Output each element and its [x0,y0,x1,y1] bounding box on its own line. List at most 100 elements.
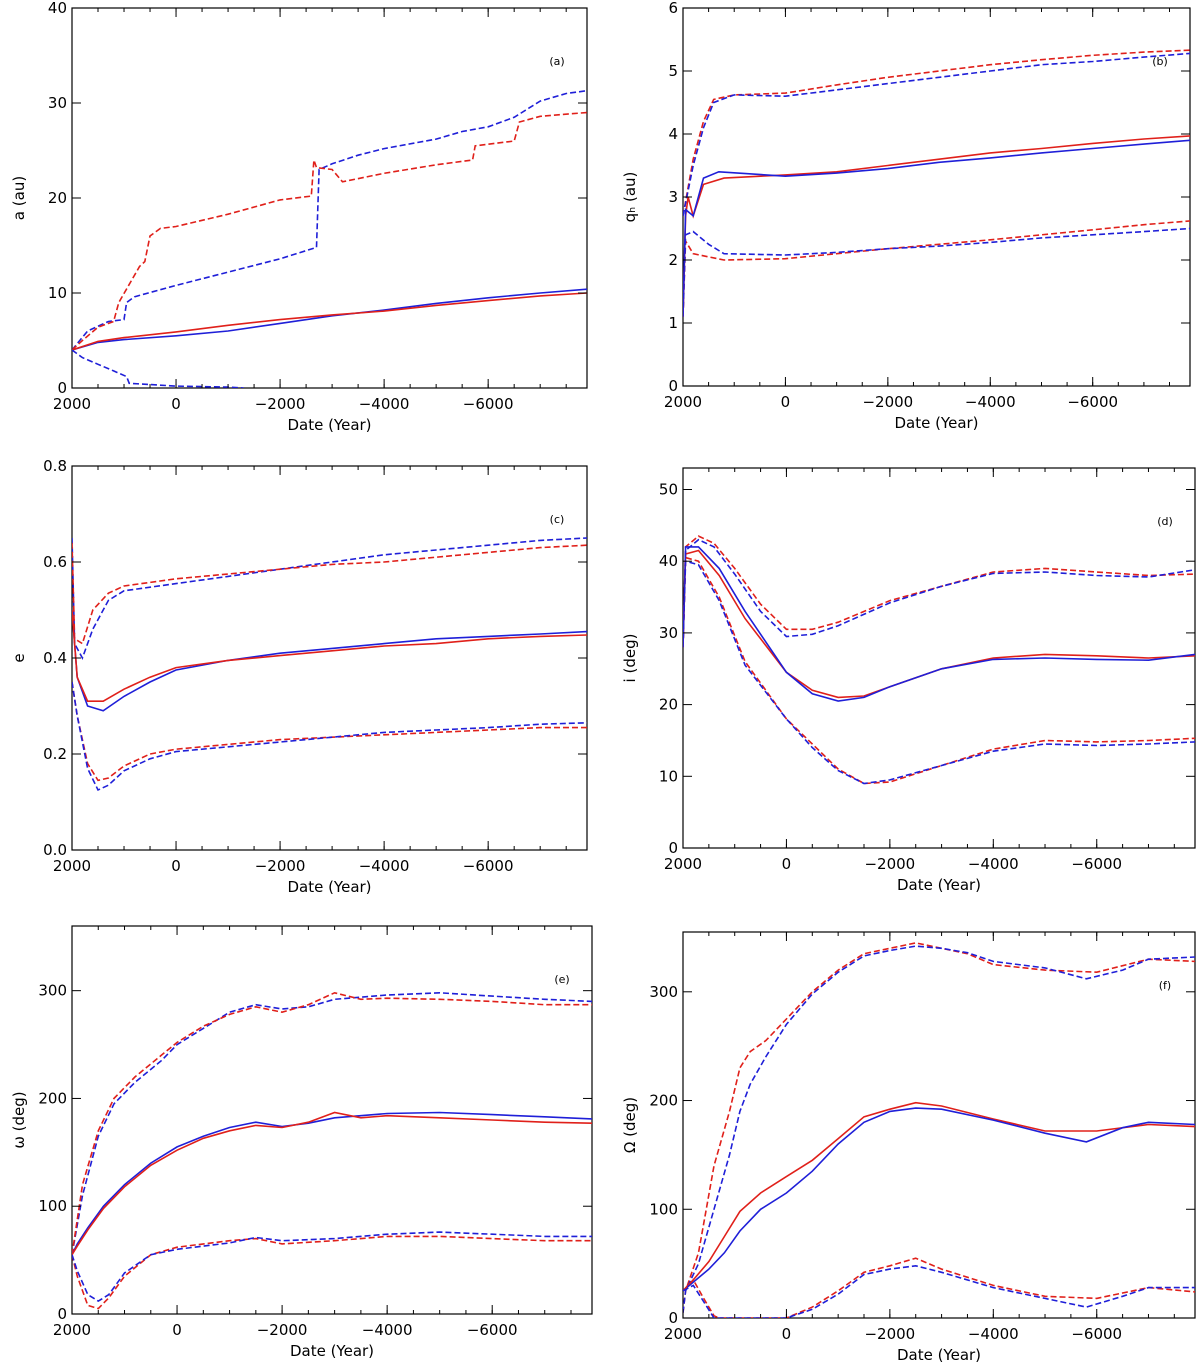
x-tick-label: −6000 [463,395,514,413]
panel-label: (e) [554,973,569,986]
y-tick-label: 40 [48,0,67,17]
y-axis-label: qₕ (au) [621,172,639,223]
y-tick-label: 0 [668,377,678,395]
panel-label: (f) [1159,979,1171,992]
series-line-red-lower-dashed [683,556,1195,785]
x-tick-label: 2000 [53,857,91,875]
series-line-blue-nominal-solid [72,1111,592,1256]
series-line-red-upper-dashed [683,942,1195,1313]
series-line-blue-upper-dashed [683,52,1190,217]
series-line-blue-lower-dashed [683,560,1195,785]
y-tick-label: 1 [668,314,678,332]
x-tick-label: −6000 [1067,393,1118,411]
plot-frame [71,925,593,1315]
x-tick-label: −4000 [965,393,1016,411]
x-tick-label: −2000 [255,395,306,413]
x-tick-label: −2000 [255,857,306,875]
series-line-red-lower-dashed [683,220,1190,317]
x-tick-label: −6000 [1071,1325,1122,1343]
x-tick-label: 0 [172,1321,182,1339]
series-line-blue-lower-dashed [683,227,1190,317]
y-tick-label: 0 [57,379,67,397]
y-tick-label: 100 [649,1200,678,1218]
series-line-red-upper-dashed [72,542,587,645]
y-tick-label: 5 [668,62,678,80]
series-line-red-upper-dashed [683,535,1195,648]
series-line-red-upper-dashed [72,991,592,1255]
x-tick-label: −4000 [359,395,410,413]
panel-label: (b) [1152,55,1168,68]
x-axis-label: Date (Year) [897,1346,981,1364]
series-line-red-upper-dashed [683,49,1190,217]
series-line-blue-lower-dashed [72,681,587,792]
x-tick-label: −4000 [968,855,1019,873]
y-tick-label: 0 [57,1305,67,1323]
x-axis-label: Date (Year) [897,876,981,894]
plot-frame [682,467,1196,849]
series-line-blue-nominal-solid [683,139,1190,317]
panel-label: (c) [550,513,565,526]
y-tick-label: 10 [48,284,67,302]
x-tick-label: 0 [171,395,181,413]
x-tick-label: −2000 [862,393,913,411]
y-tick-label: 0.8 [43,457,67,475]
y-tick-label: 2 [668,251,678,269]
y-tick-label: 30 [659,624,678,642]
x-tick-label: −6000 [467,1321,518,1339]
series-line-red-lower-dashed [72,1235,592,1310]
series-line-red-lower-dashed [683,1257,1195,1318]
series-line-red-nominal-solid [72,292,587,351]
series-line-blue-upper-dashed [683,945,1195,1313]
y-tick-label: 20 [48,189,67,207]
y-tick-label: 10 [659,767,678,785]
x-tick-label: 2000 [664,1325,702,1343]
series-line-red-nominal-solid [683,135,1190,317]
x-tick-label: −2000 [864,1325,915,1343]
series-line-blue-nominal-solid [72,288,587,351]
series-line-blue-lower-dashed [683,1264,1195,1318]
x-tick-label: 0 [171,857,181,875]
series-line-blue-nominal-solid [72,609,587,712]
y-tick-label: 300 [38,982,67,1000]
x-tick-label: −6000 [1071,855,1122,873]
series-line-red-nominal-solid [683,1101,1195,1292]
y-tick-label: 0 [668,1309,678,1327]
series-line-red-upper-dashed [72,111,587,351]
plot-frame [71,465,588,851]
panel-label: (d) [1157,515,1173,528]
series-line-blue-lower-dashed [72,1231,592,1303]
series-line-blue-upper-dashed [72,991,592,1255]
y-tick-label: 200 [649,1092,678,1110]
x-tick-label: −4000 [362,1321,413,1339]
y-tick-label: 40 [659,552,678,570]
y-tick-label: 0.2 [43,745,67,763]
x-tick-label: 0 [781,393,791,411]
y-tick-label: 50 [659,481,678,499]
series-line-blue-nominal-solid [683,546,1195,702]
x-axis-label: Date (Year) [894,414,978,432]
y-tick-label: 200 [38,1089,67,1107]
y-tick-label: 6 [668,0,678,17]
x-tick-label: 2000 [664,393,702,411]
plot-frame [682,931,1196,1319]
series-line-red-nominal-solid [72,1111,592,1256]
x-axis-label: Date (Year) [290,1342,374,1360]
x-tick-label: −6000 [463,857,514,875]
y-axis-label: Ω (deg) [621,1097,639,1153]
y-tick-label: 0.6 [43,553,67,571]
x-tick-label: −2000 [257,1321,308,1339]
x-axis-label: Date (Year) [287,416,371,434]
series-line-blue-upper-dashed [72,89,587,351]
y-axis-label: e [10,653,28,662]
series-line-blue-upper-dashed [683,538,1195,648]
y-tick-label: 300 [649,983,678,1001]
series-line-blue-upper-dashed [72,537,587,660]
x-tick-label: 2000 [53,1321,91,1339]
y-axis-label: i (deg) [621,634,639,683]
plot-frame [71,7,588,389]
